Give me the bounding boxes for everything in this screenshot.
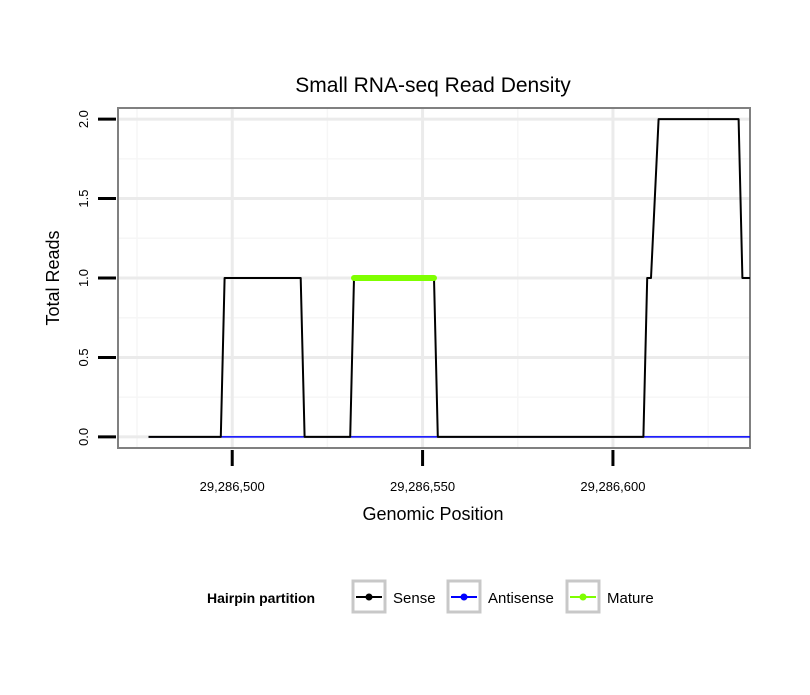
series-line-sense (148, 118, 750, 438)
legend-key-dot-antisense (460, 593, 468, 601)
y-tick-label: 0.0 (76, 428, 91, 446)
y-tick-label: 1.0 (76, 269, 91, 287)
x-tick-label: 29,286,600 (580, 479, 645, 494)
series-layer (148, 118, 750, 438)
legend-title: Hairpin partition (207, 590, 315, 606)
legend-label-sense: Sense (393, 590, 436, 607)
x-tick-label: 29,286,550 (390, 479, 455, 494)
legend: Hairpin partition Sense Antisense Mature (207, 579, 654, 614)
y-tick-label: 1.5 (76, 190, 91, 208)
axis-layer: 0.0 0.5 1.0 1.5 2.0 29,286,500 29,286,550 29,28… (76, 110, 645, 494)
legend-label-mature: Mature (607, 590, 654, 607)
y-tick-label: 0.5 (76, 348, 91, 366)
legend-key-dot-sense (365, 593, 373, 601)
chart-title: Small RNA-seq Read Density (295, 74, 571, 97)
y-tick-label: 2.0 (76, 110, 91, 128)
y-axis-label: Total Reads (43, 230, 63, 325)
x-tick-label: 29,286,500 (200, 479, 265, 494)
legend-key-dot-mature (579, 593, 587, 601)
x-axis-label: Genomic Position (362, 504, 503, 524)
legend-label-antisense: Antisense (488, 590, 554, 607)
